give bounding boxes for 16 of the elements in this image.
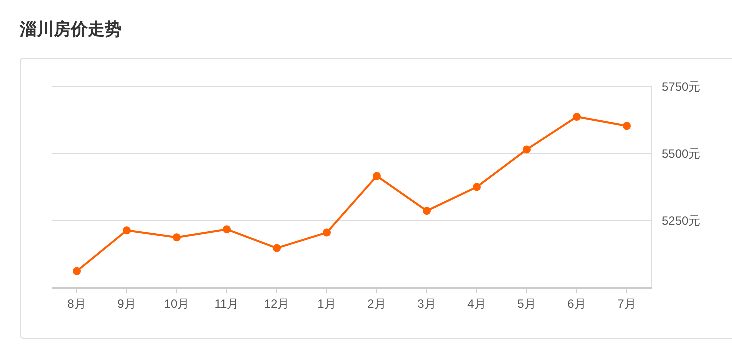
xtick: 5月 xyxy=(518,297,536,311)
xtick: 11月 xyxy=(214,297,240,311)
xtick: 6月 xyxy=(568,297,586,311)
xtick: 7月 xyxy=(618,297,636,311)
xtick: 8月 xyxy=(68,297,86,311)
xtick: 2月 xyxy=(368,297,386,311)
ytick: 5750元 xyxy=(662,80,701,94)
xtick: 3月 xyxy=(418,297,436,311)
xtick: 10月 xyxy=(164,297,190,311)
title: 淄川房价走势 xyxy=(20,20,122,39)
ytick: 5500元 xyxy=(662,147,701,161)
ytick: 5250元 xyxy=(662,214,701,228)
xtick: 12月 xyxy=(264,297,290,311)
xtick: 4月 xyxy=(468,297,486,311)
xtick: 1月 xyxy=(318,297,336,311)
xtick: 9月 xyxy=(118,297,136,311)
